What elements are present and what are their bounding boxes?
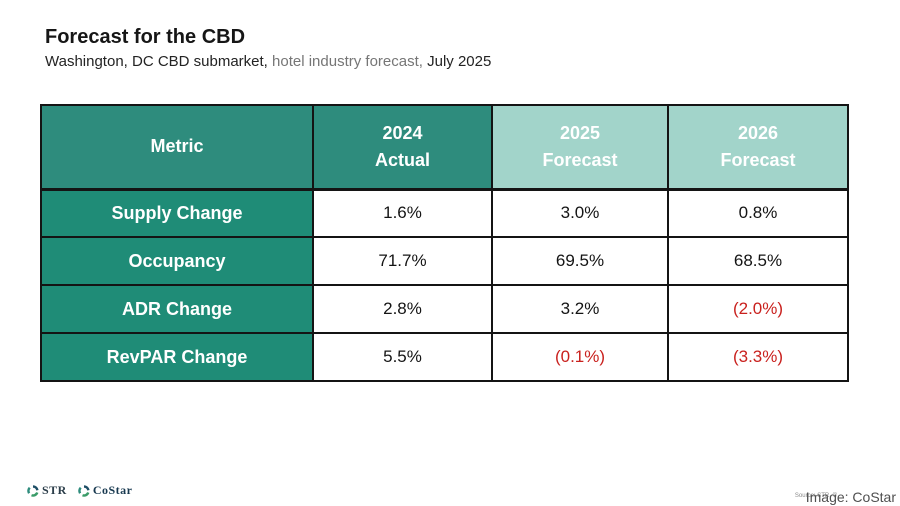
cell-adr-2025: 3.2% xyxy=(491,284,669,334)
column-header-2026-forecast: 2026 Forecast xyxy=(667,104,849,191)
cell-revpar-2025: (0.1%) xyxy=(491,332,669,382)
subtitle-location: Washington, DC CBD submarket, xyxy=(45,53,268,70)
column-header-2025-forecast: 2025 Forecast xyxy=(491,104,669,191)
subtitle-date: July 2025 xyxy=(427,53,492,70)
costar-logo: CoStar xyxy=(78,483,133,498)
row-label: ADR Change xyxy=(40,284,314,334)
costar-logo-label: CoStar xyxy=(92,483,133,497)
cell-revpar-2026: (3.3%) xyxy=(667,332,849,382)
page-subtitle: Washington, DC CBD submarket, hotel indu… xyxy=(45,53,491,70)
column-header-metric: Metric xyxy=(40,104,314,191)
str-circular-icon xyxy=(27,484,39,497)
table-row-occupancy: Occupancy 71.7% 69.5% 68.5% xyxy=(40,236,849,286)
subtitle-descriptor: hotel industry forecast, xyxy=(272,53,423,70)
cell-occupancy-2025: 69.5% xyxy=(491,236,669,286)
header-row: Metric 2024 Actual 2025 Forecast 2026 Fo… xyxy=(40,104,849,191)
cell-adr-2026: (2.0%) xyxy=(667,284,849,334)
footer-logos: STR CoStar xyxy=(27,483,133,498)
str-logo-label: STR xyxy=(42,483,67,497)
cell-revpar-2024: 5.5% xyxy=(312,332,493,382)
cell-occupancy-2026: 68.5% xyxy=(667,236,849,286)
table-row-supply-change: Supply Change 1.6% 3.0% 0.8% xyxy=(40,188,849,238)
row-label: Occupancy xyxy=(40,236,314,286)
cell-adr-2024: 2.8% xyxy=(312,284,493,334)
cell-supply-2024: 1.6% xyxy=(312,188,493,238)
source-note: Source: STR. © xyxy=(794,493,837,499)
cell-supply-2026: 0.8% xyxy=(667,188,849,238)
image-credit-watermark: Image: CoStar xyxy=(805,489,896,505)
str-logo: STR xyxy=(27,483,67,498)
costar-circular-icon xyxy=(78,484,90,497)
table-row-adr-change: ADR Change 2.8% 3.2% (2.0%) xyxy=(40,284,849,334)
table-row-revpar-change: RevPAR Change 5.5% (0.1%) (3.3%) xyxy=(40,332,849,382)
page-title: Forecast for the CBD xyxy=(45,26,246,48)
row-label: Supply Change xyxy=(40,188,314,238)
cell-occupancy-2024: 71.7% xyxy=(312,236,493,286)
cell-supply-2025: 3.0% xyxy=(491,188,669,238)
row-label: RevPAR Change xyxy=(40,332,314,382)
column-header-2024-actual: 2024 Actual xyxy=(312,104,493,191)
forecast-table: Metric 2024 Actual 2025 Forecast 2026 Fo… xyxy=(40,104,849,382)
